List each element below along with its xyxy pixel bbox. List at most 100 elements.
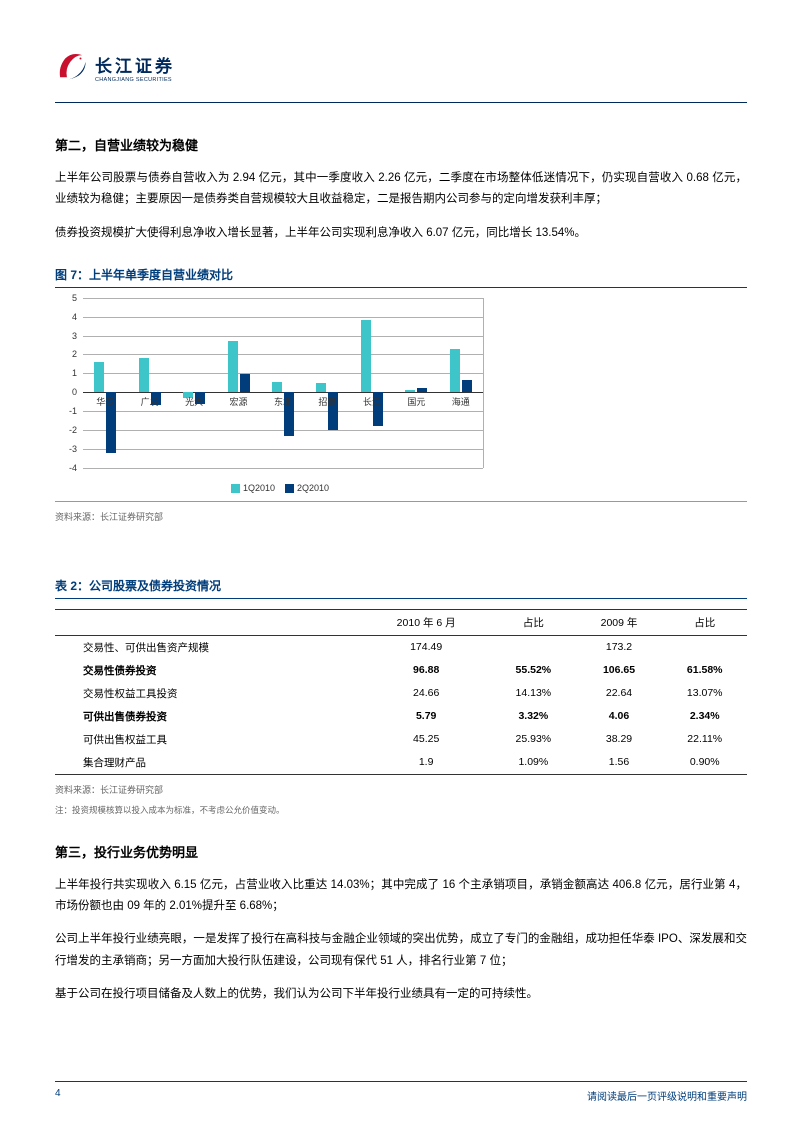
table-cell: 3.32% <box>491 705 576 728</box>
chart-y-label: -3 <box>55 444 77 454</box>
chart-bar <box>462 380 472 392</box>
table-row: 交易性权益工具投资24.6614.13%22.6413.07% <box>55 682 747 705</box>
footer: 4 请阅读最后一页评级说明和重要声明 <box>55 1081 747 1103</box>
table-header-cell: 2009 年 <box>576 610 663 636</box>
table-cell: 1.09% <box>491 751 576 775</box>
table-cell: 96.88 <box>361 659 491 682</box>
table-cell: 集合理财产品 <box>55 751 361 775</box>
chart-x-label: 长江 <box>363 395 381 408</box>
table-cell: 174.49 <box>361 635 491 659</box>
chart-gridline <box>83 317 483 318</box>
chart-y-label: 1 <box>55 368 77 378</box>
table-row: 可供出售权益工具45.2525.93%38.2922.11% <box>55 728 747 751</box>
table-cell: 106.65 <box>576 659 663 682</box>
chart-bar <box>272 382 282 392</box>
table-row: 可供出售债券投资5.793.32%4.062.34% <box>55 705 747 728</box>
chart-bar <box>417 388 427 392</box>
section-3-p1: 上半年投行共实现收入 6.15 亿元，占营业收入比重达 14.03%；其中完成了… <box>55 875 747 918</box>
chart-x-label: 国元 <box>407 395 425 408</box>
chart-y-label: -2 <box>55 425 77 435</box>
chart-bar <box>361 320 371 392</box>
chart-7-source: 资料来源：长江证券研究部 <box>55 510 747 523</box>
table-row: 交易性、可供出售资产规模174.49 173.2 <box>55 635 747 659</box>
table-cell: 55.52% <box>491 659 576 682</box>
chart-gridline <box>83 298 483 299</box>
chart-x-label: 光大 <box>185 395 203 408</box>
table-cell: 13.07% <box>662 682 747 705</box>
logo: 长江证券 CHANGJIANG SECURITIES <box>55 50 175 84</box>
chart-y-label: 0 <box>55 387 77 397</box>
chart-gridline <box>83 449 483 450</box>
chart-gridline <box>83 354 483 355</box>
chart-y-label: -1 <box>55 406 77 416</box>
header-rule <box>55 102 747 103</box>
table-row: 集合理财产品1.91.09%1.560.90% <box>55 751 747 775</box>
logo-mark-icon <box>55 50 89 84</box>
table-cell: 24.66 <box>361 682 491 705</box>
table-cell: 22.64 <box>576 682 663 705</box>
table-2: 2010 年 6 月占比2009 年占比交易性、可供出售资产规模174.4917… <box>55 609 747 775</box>
table-cell: 25.93% <box>491 728 576 751</box>
logo-text: 长江证券 CHANGJIANG SECURITIES <box>95 52 175 83</box>
section-3-p3: 基于公司在投行项目储备及人数上的优势，我们认为公司下半年投行业绩具有一定的可持续… <box>55 984 747 1005</box>
chart-bar <box>228 341 238 392</box>
table-cell: 1.56 <box>576 751 663 775</box>
chart-gridline <box>83 411 483 412</box>
table-cell: 22.11% <box>662 728 747 751</box>
table-cell: 交易性债券投资 <box>55 659 361 682</box>
table-2-title: 表 2：公司股票及债券投资情况 <box>55 577 747 594</box>
header: 长江证券 CHANGJIANG SECURITIES <box>55 50 747 84</box>
table-cell: 173.2 <box>576 635 663 659</box>
chart-7-title-rule <box>55 287 747 288</box>
table-cell: 交易性、可供出售资产规模 <box>55 635 361 659</box>
section-2-p1: 上半年公司股票与债券自营收入为 2.94 亿元，其中一季度收入 2.26 亿元，… <box>55 168 747 211</box>
chart-gridline <box>83 336 483 337</box>
table-cell: 可供出售权益工具 <box>55 728 361 751</box>
table-cell: 可供出售债券投资 <box>55 705 361 728</box>
chart-x-label: 海通 <box>452 395 470 408</box>
chart-bar <box>450 349 460 392</box>
section-2-p2: 债券投资规模扩大使得利息净收入增长显著，上半年公司实现利息净收入 6.07 亿元… <box>55 223 747 244</box>
table-2-note: 注：投资规模核算以投入成本为标准，不考虑公允价值变动。 <box>55 804 747 816</box>
table-cell: 1.9 <box>361 751 491 775</box>
table-cell: 14.13% <box>491 682 576 705</box>
chart-bar <box>316 383 326 392</box>
section-3-title: 第三，投行业务优势明显 <box>55 842 747 861</box>
chart-gridline <box>83 430 483 431</box>
chart-x-label: 华泰 <box>96 395 114 408</box>
table-row: 交易性债券投资96.8855.52%106.6561.58% <box>55 659 747 682</box>
table-cell: 45.25 <box>361 728 491 751</box>
chart-bar <box>405 390 415 392</box>
chart-7-source-rule <box>55 501 747 502</box>
chart-y-label: 3 <box>55 331 77 341</box>
chart-7: -4-3-2-1012345华泰广发光大宏源东北招商长江国元海通1Q20102Q… <box>55 298 495 493</box>
table-cell: 61.58% <box>662 659 747 682</box>
chart-gridline <box>83 468 483 469</box>
table-cell: 交易性权益工具投资 <box>55 682 361 705</box>
table-header-cell: 占比 <box>662 610 747 636</box>
table-cell: 0.90% <box>662 751 747 775</box>
table-2-title-rule <box>55 598 747 599</box>
chart-y-label: 4 <box>55 312 77 322</box>
table-cell: 4.06 <box>576 705 663 728</box>
chart-bar <box>139 358 149 392</box>
chart-x-label: 招商 <box>318 395 336 408</box>
chart-bar <box>240 374 250 392</box>
table-header-cell: 2010 年 6 月 <box>361 610 491 636</box>
table-header-cell: 占比 <box>491 610 576 636</box>
footer-disclaimer: 请阅读最后一页评级说明和重要声明 <box>587 1088 747 1103</box>
logo-cn: 长江证券 <box>95 52 175 77</box>
chart-y-label: 5 <box>55 293 77 303</box>
section-3-p2: 公司上半年投行业绩亮眼，一是发挥了投行在高科技与金融企业领域的突出优势，成立了专… <box>55 929 747 972</box>
table-2-source: 资料来源：长江证券研究部 <box>55 783 747 796</box>
footer-rule <box>55 1081 747 1082</box>
chart-y-label: 2 <box>55 349 77 359</box>
page-number: 4 <box>55 1088 61 1103</box>
table-cell <box>491 635 576 659</box>
chart-bar <box>94 362 104 392</box>
chart-y-label: -4 <box>55 463 77 473</box>
table-cell <box>662 635 747 659</box>
chart-x-label: 广发 <box>141 395 159 408</box>
chart-legend: 1Q20102Q2010 <box>55 483 495 493</box>
table-cell: 5.79 <box>361 705 491 728</box>
